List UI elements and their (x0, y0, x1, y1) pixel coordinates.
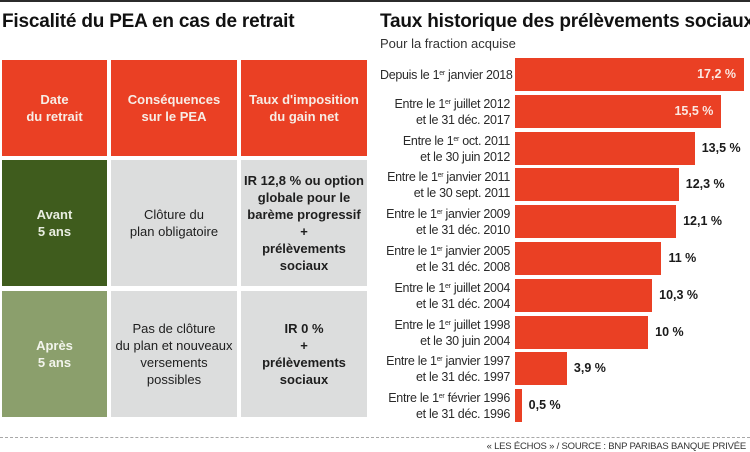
bar-value-label: 11 % (668, 251, 697, 265)
bar-value-label: 13,5 % (701, 140, 741, 155)
row-before-period: Avant 5 ans (2, 160, 107, 286)
bar-category-label: Entre le 1er janvier 2011 et le 30 sept. … (387, 170, 510, 201)
chart-title: Taux historique des prélèvements sociaux (380, 11, 750, 32)
bar-category-label: Entre le 1er février 1996 et le 31 déc. 1… (388, 391, 510, 422)
dashed-divider (0, 437, 750, 438)
row-before-tax: IR 12,8 % ou option globale pour le barè… (241, 160, 367, 286)
bar-category-label: Entre le 1er janvier 1997 et le 31 déc. 1… (386, 354, 510, 385)
bar-value-label: 10,3 % (659, 287, 699, 302)
bar-value-label: 12,3 % (685, 177, 725, 192)
top-rule (0, 0, 750, 2)
bar (515, 205, 677, 239)
bar (515, 352, 567, 386)
row-after-period: Après 5 ans (2, 291, 107, 417)
bar (515, 278, 653, 312)
row-before-consequence: Clôture du plan obligatoire (111, 160, 237, 286)
bar (515, 131, 695, 165)
bar-category-label: Entre le 1er juillet 1998 et le 30 juin 2… (394, 317, 511, 348)
bar-value-label: 0,5 % (528, 398, 561, 413)
bar-category-label: Entre le 1er juillet 2004 et le 31 déc. 2… (394, 280, 511, 311)
bar-category-label: Depuis le 1er janvier 2018 (380, 68, 513, 82)
bar (515, 389, 522, 423)
bar-value-label: 10 % (655, 324, 684, 339)
header-consequences: Conséquences sur le PEA (111, 60, 237, 156)
row-after-tax: IR 0 % + prélèvements sociaux (241, 291, 367, 417)
row-after-consequence: Pas de clôture du plan et nouveaux verse… (111, 291, 237, 417)
bar (515, 242, 662, 275)
header-tax-rate: Taux d'imposition du gain net (241, 60, 367, 156)
bar (515, 168, 679, 202)
bar-category-label: Entre le 1er janvier 2009 et le 31 déc. 2… (386, 207, 510, 238)
bar (515, 58, 744, 91)
bar-value-label: 12,1 % (683, 214, 723, 229)
bar-category-label: Entre le 1er oct. 2011 et le 30 juin 2012 (402, 133, 510, 164)
bar (515, 94, 722, 128)
table-title: Fiscalité du PEA en cas de retrait (2, 11, 295, 32)
bar-category-label: Entre le 1er juillet 2012 et le 31 déc. 2… (394, 96, 511, 127)
bar-category-label: Entre le 1er janvier 2005 et le 31 déc. 2… (386, 244, 510, 274)
header-date: Date du retrait (2, 60, 107, 156)
bar-value-label: 3,9 % (573, 361, 606, 376)
bar (515, 315, 649, 349)
bar-value-label: 15,5 % (674, 103, 714, 118)
bar-value-label: 17,2 % (697, 67, 736, 81)
chart-subtitle: Pour la fraction acquise (380, 36, 516, 51)
source-footer: « LES ÉCHOS » / SOURCE : BNP PARIBAS BAN… (486, 441, 747, 452)
